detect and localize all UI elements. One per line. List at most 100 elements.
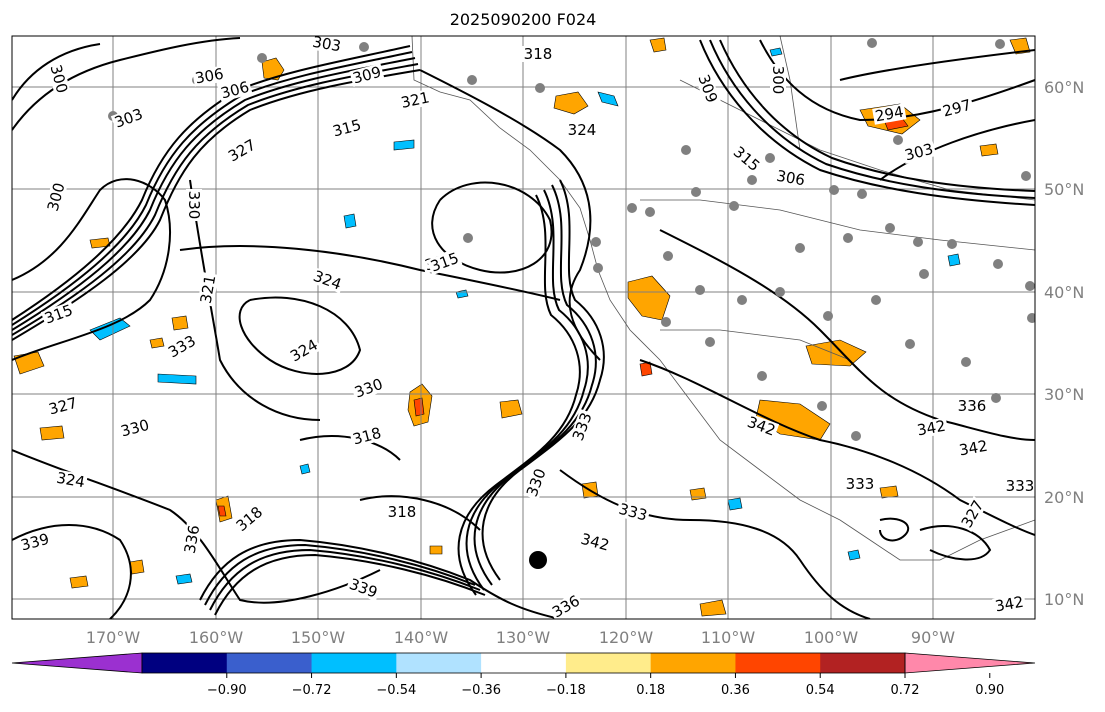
colorbar-segment [481,653,567,673]
contour-label-bg [1004,478,1035,494]
lon-label-130w: 130°W [496,628,551,647]
contour-label-bg [992,593,1027,615]
colorbar-segment [142,653,228,673]
contour-label-bg [345,575,382,602]
colorbar-tick-label: 0.72 [891,683,920,698]
contour-label-bg [770,64,786,96]
contour-label: 300 [769,66,787,95]
contour-label-bg [566,122,598,138]
contour-label: 318 [524,45,553,63]
figure-title: 2025090200 F024 [450,10,597,29]
contour-label-bg [53,469,88,491]
contour-label-bg [694,70,721,107]
contour-label-bg [217,78,253,103]
contour-label-bg [522,46,554,62]
contour-label: 333 [846,475,875,493]
storm-center-marker [529,551,547,569]
colorbar-tick-label: −0.36 [461,683,501,698]
lon-label-120w: 120°W [599,628,654,647]
colorbar-segment [735,653,821,673]
contour-label: 336 [181,524,204,555]
lat-label-60n: 60°N [1044,78,1084,97]
contour-label-bg [224,135,260,166]
colorbar-tick-label: −0.90 [207,683,247,698]
contour-label: 342 [916,417,947,440]
contour-label-bg [181,522,203,557]
negative-shading [89,47,961,585]
contour-label-bg [232,502,267,536]
lat-label-40n: 40°N [1044,283,1084,302]
contour-label: 324 [568,121,597,139]
lon-label-110w: 110°W [701,628,756,647]
contour-label: 330 [185,191,203,220]
contour-label: 321 [197,274,220,305]
contour-label-bg [192,65,227,87]
colorbar-extend-high [904,652,1036,674]
contour-label-bg [569,408,596,445]
contour-label-bg [350,375,387,402]
colorbar-tick-label: 0.54 [806,683,835,698]
contour-label-bg [523,464,550,501]
contour-label-bg [117,416,153,441]
contour-label-bg [40,301,77,328]
contour-label-bg [44,179,69,215]
contour-label-bg [956,437,991,459]
contour-label-bg [957,496,988,532]
contour-label-bg [548,591,584,619]
contour-label-bg [349,63,385,88]
contour-label-bg [729,142,764,176]
colorbar-tick-label: 0.36 [721,683,750,698]
latitude-axis: 60°N 50°N 40°N 30°N 20°N 10°N [1044,78,1084,609]
station-dots [108,38,1035,441]
contour-label-bg [773,167,808,189]
contour-label-bg [872,103,907,125]
contour-label: 321 [399,88,431,112]
colorbar-tick-label: 0.90 [975,683,1004,698]
lat-label-30n: 30°N [1044,385,1084,404]
colorbar-tick-label: −0.54 [376,683,416,698]
lon-label-90w: 90°W [911,628,955,647]
contour-label-bg [17,530,53,555]
contour-label-bg [164,331,200,362]
contour-label: 294 [874,103,905,126]
colorbar-tick-label: −0.72 [292,683,332,698]
colorbar-tick-label: −0.18 [546,683,586,698]
contour-label-bg [386,504,418,520]
contour-label: 342 [958,437,989,460]
contour-label: 303 [311,33,342,56]
contour-label-bg [46,61,71,97]
lon-label-100w: 100°W [804,628,859,647]
contour-label: 324 [55,469,86,492]
colorbar: −0.90 −0.72 −0.54 −0.36 −0.18 0.18 0.36 0.54 0.7… [11,652,1036,698]
contour-label-bg [186,189,202,221]
contour-label-bg [329,116,365,141]
longitude-axis: 170°W 160°W 150°W 140°W 130°W 120°W 110°… [86,628,955,647]
contour-label: 306 [194,65,225,88]
contour-label-bg [197,272,219,307]
contour-label-bg [110,105,147,132]
contour-label: 333 [1006,477,1035,495]
contour-label: 336 [958,397,987,415]
map-frame [11,35,1036,620]
contour-label-bg [844,476,876,492]
colorbar-frame [141,652,906,674]
contour-label-bg [577,530,613,555]
lat-label-50n: 50°N [1044,180,1084,199]
colorbar-tick-label: 0.18 [636,683,665,698]
contour-label: 342 [994,593,1025,616]
contour-label-bg [939,96,975,121]
contour-label-bg [914,417,949,439]
contours [12,37,1035,619]
contour-label-bg [286,335,322,366]
contour-label: 318 [388,503,417,521]
contour-label-bg [426,249,463,276]
colorbar-segment [650,653,736,673]
lon-label-150w: 150°W [291,628,346,647]
lon-label-170w: 170°W [86,628,141,647]
contour-label-bg [397,88,433,112]
contour-label-bg [956,398,988,414]
contour-label-bg [309,36,344,55]
colorbar-segment [565,653,652,673]
